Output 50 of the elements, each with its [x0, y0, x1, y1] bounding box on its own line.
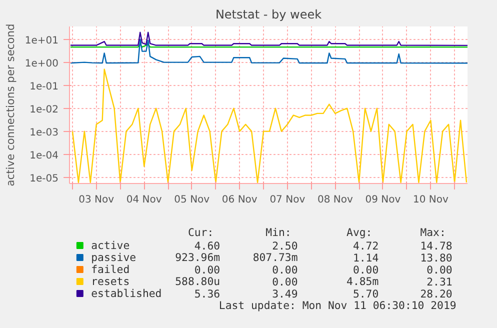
y-tick-label: 1e-03	[30, 127, 59, 138]
text: 0.00	[194, 264, 220, 276]
legend-label: active	[91, 239, 130, 252]
text: 588.80u	[175, 275, 220, 288]
legend-label: failed	[91, 263, 130, 276]
text: Avg:	[346, 226, 372, 239]
text: Last update: Mon Nov 11 06:30:10 2019	[218, 299, 456, 312]
line-series	[70, 32, 468, 46]
text: Min:	[266, 226, 292, 239]
y-tick-label: 1e-04	[30, 150, 59, 162]
x-tick-label: 06 Nov	[222, 194, 258, 206]
text: Max:	[420, 226, 446, 239]
text: 923.96m	[175, 251, 220, 264]
text: 0.00	[272, 264, 298, 276]
text: 4.60	[194, 240, 220, 252]
text: 807.73m	[252, 251, 298, 264]
x-tick-label: 09 Nov	[365, 194, 401, 206]
x-tick-label: 10 Nov	[412, 194, 448, 206]
legend-label: passive	[91, 251, 136, 264]
x-tick-label: 04 Nov	[126, 194, 162, 206]
y-tick-label: 1e+01	[24, 35, 59, 46]
y-tick-label: 1e-05	[30, 173, 59, 184]
chart-title: Netstat - by week	[215, 8, 322, 22]
text: 2.31	[426, 276, 452, 288]
text: 4.72	[352, 240, 379, 252]
text: 13.80	[420, 252, 452, 264]
y-axis-title: active connections per second	[4, 24, 17, 186]
text: Cur:	[188, 226, 214, 239]
text: 0.00	[272, 276, 298, 288]
text: 3.49	[272, 288, 298, 300]
text: 4.85m	[346, 275, 379, 288]
line-series	[72, 68, 468, 184]
text: 0.00	[352, 264, 379, 276]
text: 2.50	[272, 240, 298, 252]
text: 5.70	[352, 288, 379, 300]
x-tick-label: 05 Nov	[174, 194, 210, 206]
y-tick-label: 1e+00	[24, 58, 59, 70]
text: 0.00	[426, 264, 452, 276]
y-tick-label: 1e-01	[30, 81, 59, 92]
x-tick-label: 07 Nov	[270, 194, 306, 206]
legend-label: resets	[91, 275, 130, 288]
text: 14.78	[420, 240, 452, 252]
y-tick-label: 1e-02	[30, 104, 59, 116]
x-tick-label: 08 Nov	[317, 194, 353, 206]
line-series	[70, 38, 468, 64]
text: 28.20	[420, 288, 452, 300]
legend-label: established	[91, 287, 162, 300]
x-tick-label: 03 Nov	[78, 194, 114, 206]
text: 5.36	[194, 288, 220, 300]
text: 1.14	[352, 252, 379, 264]
